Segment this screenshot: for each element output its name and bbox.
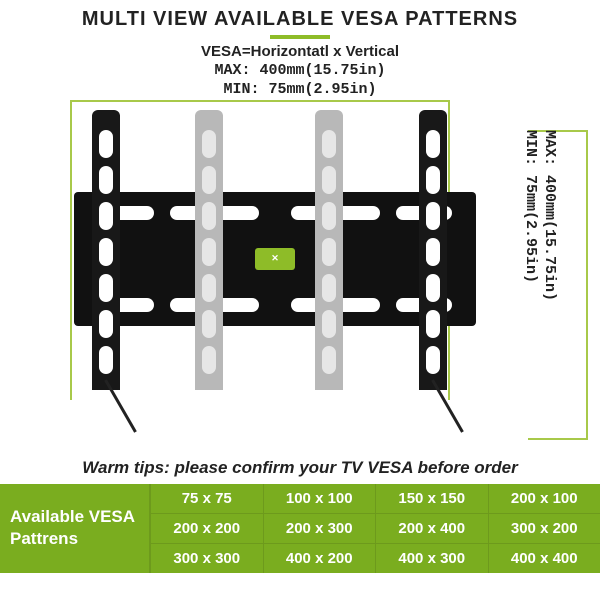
diagram: MAX: 400mm(15.75in) MIN: 75mm(2.95in) ✕ — [0, 100, 600, 450]
mount-hole — [202, 166, 216, 194]
v-measure-min: MIN: 75mm(2.95in) — [521, 130, 540, 301]
vesa-arm-ghost — [309, 110, 349, 440]
subtitle: VESA=Horizontatl x Vertical — [0, 43, 600, 60]
mount-hole — [426, 310, 440, 338]
mount-hole — [202, 202, 216, 230]
vesa-table-label: Available VESA Pattrens — [0, 484, 150, 573]
mount-hole — [322, 274, 336, 302]
vesa-cell: 100 x 100 — [263, 484, 376, 513]
vesa-cell: 300 x 200 — [488, 513, 600, 543]
mount-hole — [322, 202, 336, 230]
vesa-label-line1: Available VESA — [10, 506, 139, 528]
vesa-table-grid: 75 x 75100 x 100150 x 150200 x 100200 x … — [150, 484, 600, 573]
vesa-cell: 200 x 400 — [375, 513, 488, 543]
pull-cord — [104, 379, 137, 432]
vesa-cell: 200 x 200 — [150, 513, 263, 543]
h-measure-max: MAX: 400mm(15.75in) — [0, 62, 600, 81]
vesa-cell: 150 x 150 — [375, 484, 488, 513]
vesa-arm — [413, 110, 453, 440]
mount-hole — [202, 238, 216, 266]
h-measure-min: MIN: 75mm(2.95in) — [0, 81, 600, 100]
mount-hole — [99, 130, 113, 158]
page-title: MULTI VIEW AVAILABLE VESA PATTERNS — [0, 0, 600, 31]
mount-hole — [322, 346, 336, 374]
mount-hole — [99, 310, 113, 338]
mount-hole — [99, 346, 113, 374]
mount-hole — [426, 166, 440, 194]
vertical-measure: MAX: 400mm(15.75in) MIN: 75mm(2.95in) — [558, 130, 576, 440]
vesa-cell: 200 x 100 — [488, 484, 600, 513]
v-measure-max: MAX: 400mm(15.75in) — [539, 130, 558, 301]
mount-hole — [426, 238, 440, 266]
vesa-cell: 75 x 75 — [150, 484, 263, 513]
mount-hole — [322, 238, 336, 266]
warm-tips: Warm tips: please confirm your TV VESA b… — [0, 450, 600, 484]
vesa-arm — [86, 110, 126, 440]
vesa-cell: 400 x 400 — [488, 543, 600, 573]
vesa-cell: 200 x 300 — [263, 513, 376, 543]
mount-hole — [322, 166, 336, 194]
mount-hole — [99, 274, 113, 302]
mount-hole — [99, 202, 113, 230]
mount-hole — [426, 346, 440, 374]
horizontal-measure: MAX: 400mm(15.75in) MIN: 75mm(2.95in) — [0, 62, 600, 100]
vesa-cell: 400 x 200 — [263, 543, 376, 573]
mount-hole — [202, 310, 216, 338]
mount-hole — [322, 310, 336, 338]
mount-hole — [99, 238, 113, 266]
mount-hole — [426, 130, 440, 158]
logo-badge: ✕ — [255, 248, 295, 270]
mount-hole — [322, 130, 336, 158]
vesa-cell: 400 x 300 — [375, 543, 488, 573]
vesa-cell: 300 x 300 — [150, 543, 263, 573]
mount-hole — [202, 130, 216, 158]
vesa-label-line2: Pattrens — [10, 528, 139, 550]
vesa-arm-ghost — [189, 110, 229, 440]
mount-hole — [202, 346, 216, 374]
mount-assembly: ✕ — [60, 110, 490, 440]
title-underline — [270, 35, 330, 39]
mount-hole — [426, 202, 440, 230]
vesa-table: Available VESA Pattrens 75 x 75100 x 100… — [0, 484, 600, 573]
mount-hole — [202, 274, 216, 302]
pull-cord — [431, 379, 464, 432]
mount-hole — [99, 166, 113, 194]
mount-hole — [426, 274, 440, 302]
